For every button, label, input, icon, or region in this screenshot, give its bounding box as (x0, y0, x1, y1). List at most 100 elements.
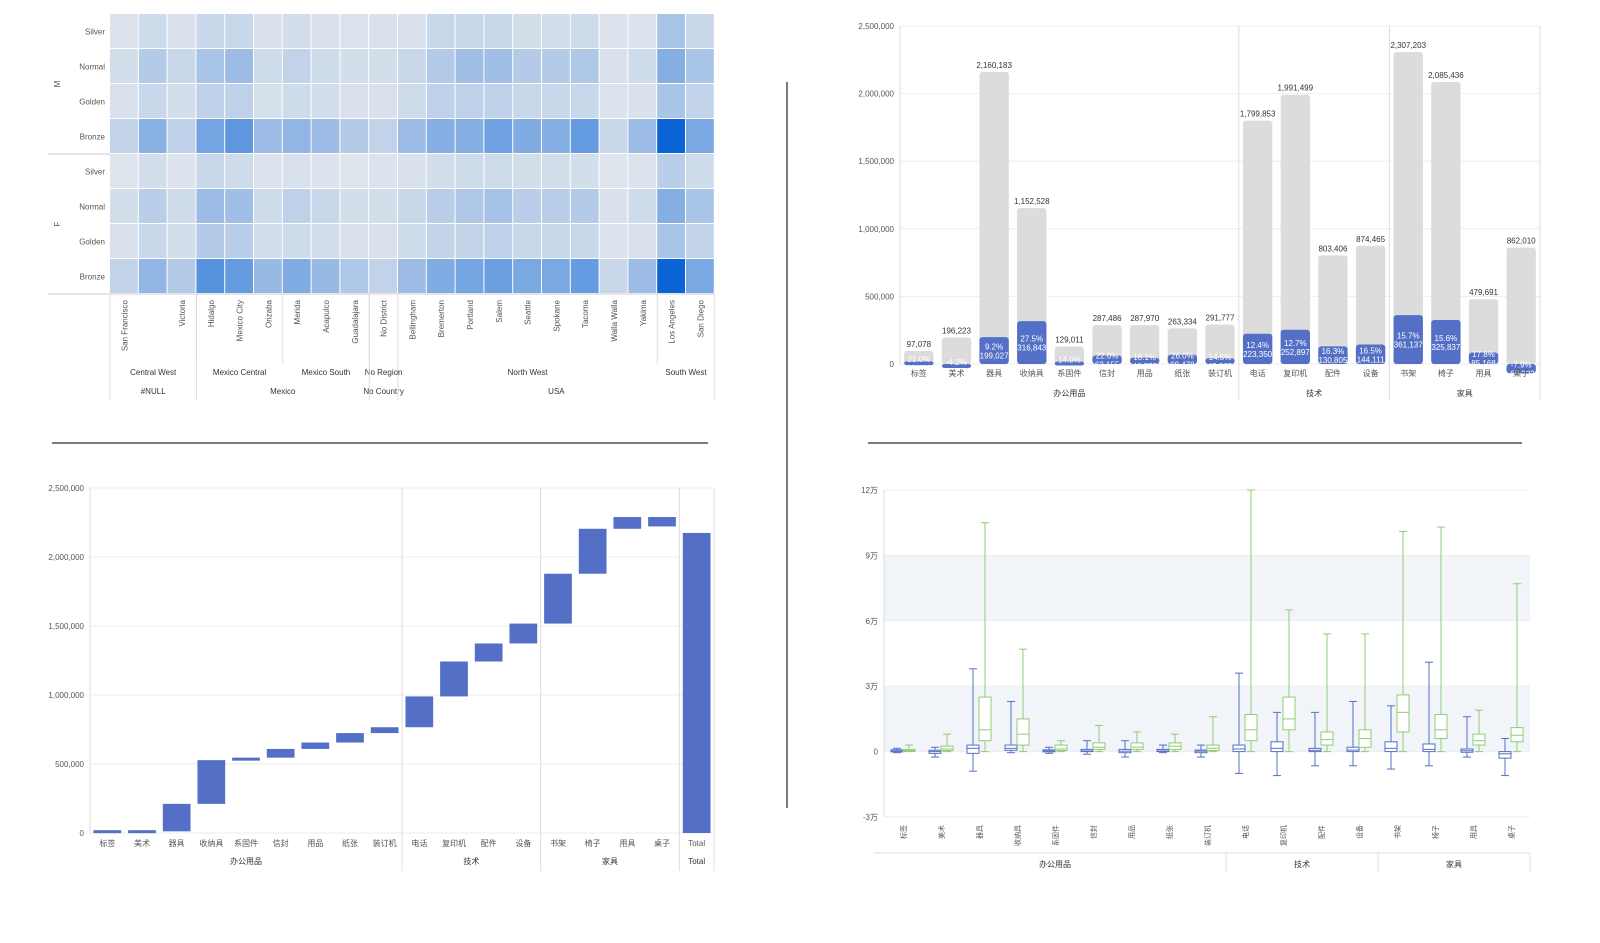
heatmap-cell (686, 119, 714, 153)
inner-pct-label: 16.1% (1133, 353, 1156, 362)
inner-value-label: 144,111 (1357, 355, 1385, 364)
column-label: Guadalajara (351, 299, 360, 343)
column-label: Bellingham (408, 300, 417, 340)
heatmap-cell (628, 189, 657, 223)
box (1510, 727, 1524, 743)
inner-pct-label: 21.0% (907, 355, 930, 364)
heatmap-cell (138, 84, 167, 118)
heatmap-cell (628, 224, 657, 258)
heatmap-cell (455, 49, 484, 83)
inner-value-label: -8,337 (945, 367, 968, 376)
total-label: 1,152,528 (1014, 197, 1050, 206)
group-label: 办公用品 (230, 856, 262, 866)
heatmap-cell (542, 49, 570, 83)
inner-bar (1506, 364, 1536, 374)
box (940, 745, 954, 752)
heatmap-cell (225, 224, 253, 258)
heatmap-cell (110, 154, 138, 188)
heatmap-cell (340, 49, 369, 83)
row-label: Normal (79, 63, 105, 72)
x-tick-label: 配件 (1325, 368, 1341, 378)
heatmap-cell (570, 259, 599, 293)
x-tick-label: 收纳具 (199, 838, 223, 848)
y-tick-label: 1,500,000 (48, 622, 84, 631)
column-label: Merida (293, 299, 302, 324)
heatmap-cell (311, 224, 340, 258)
waterfall-bar (682, 532, 711, 833)
heatmap-cell (455, 119, 484, 153)
x-tick-label: 收纳具 (1020, 368, 1044, 378)
inner-pct-label: 15.7% (1397, 332, 1420, 341)
x-tick-label: 器具 (169, 839, 185, 848)
heatmap-cell (570, 84, 599, 118)
total-label: 862,010 (1507, 236, 1536, 245)
heatmap-cell (369, 259, 397, 293)
heatmap-cell (167, 84, 196, 118)
row-label: Normal (79, 203, 105, 212)
box (1130, 742, 1144, 750)
y-tick-label: -3万 (863, 813, 878, 822)
inner-pct-label: 22.0% (1096, 352, 1119, 361)
x-tick-label: 配件 (1317, 825, 1326, 839)
heatmap-cell (138, 14, 167, 48)
row-label: Silver (85, 28, 105, 37)
total-bar (1242, 120, 1273, 364)
heatmap-cell (369, 189, 397, 223)
x-tick-label: 桌子 (1507, 825, 1516, 839)
x-tick-label: 桌子 (1513, 368, 1529, 378)
country-label: No Country (363, 387, 403, 396)
heatmap-cell (599, 154, 628, 188)
heatmap-cell (628, 259, 657, 293)
waterfall-bar (613, 517, 642, 529)
heatmap-cell (369, 84, 397, 118)
heatmap-cell (254, 49, 282, 83)
heatmap-cell (599, 84, 628, 118)
x-tick-label: 收纳具 (1013, 825, 1022, 846)
y-tick-label: 6万 (866, 617, 878, 626)
heatmap-cell (686, 14, 714, 48)
inner-value-label: 46,373 (1132, 362, 1157, 371)
heatmap-cell (686, 189, 714, 223)
inner-pct-label: 14.0% (1058, 356, 1081, 365)
y-tick-label: 1,000,000 (858, 225, 894, 234)
heatmap-cell (167, 49, 196, 83)
x-tick-label: 美术 (937, 825, 946, 839)
total-bar (1092, 325, 1122, 364)
box (978, 696, 992, 742)
group-label: 技术 (463, 856, 479, 866)
heatmap-cell (369, 14, 397, 48)
total-label: 2,160,183 (976, 61, 1012, 70)
inner-value-label: 20,430 (907, 364, 932, 373)
group-label: 家具 (602, 856, 618, 866)
heatmap-cell (513, 189, 541, 223)
heatmap-cell (455, 189, 484, 223)
box (1092, 742, 1106, 750)
heatmap-cell (196, 49, 225, 83)
stacked-bar-chart: 0 500,000 1,000,000 1,500,000 2,000,000 2,500… (858, 22, 1541, 400)
x-tick-label: 设备 (1363, 368, 1379, 378)
heatmap-cell (484, 154, 513, 188)
row-group-label: F (53, 221, 62, 226)
column-label: Victoria (178, 299, 187, 326)
heatmap-cell (570, 14, 599, 48)
x-tick-label: 电话 (1250, 368, 1266, 378)
inner-pct-label: 12.7% (1284, 339, 1307, 348)
x-tick-label: 美术 (134, 838, 150, 848)
x-tick-label: 系固件 (1051, 825, 1060, 846)
inner-pct-label: 12.4% (1246, 341, 1269, 350)
column-label: San Diego (696, 299, 705, 337)
inner-value-label: 223,350 (1243, 350, 1272, 359)
box (1016, 718, 1030, 746)
heatmap-cell (254, 154, 282, 188)
heatmap-cell (311, 119, 340, 153)
region-label: Mexico South (302, 368, 350, 377)
heatmap-cell (167, 14, 196, 48)
region-label: Central West (130, 368, 177, 377)
total-label: 287,970 (1130, 314, 1159, 323)
heatmap-cell (542, 224, 570, 258)
box (966, 744, 980, 754)
heatmap-cell (225, 189, 253, 223)
inner-pct-label: -7.9% (1511, 361, 1532, 370)
heatmap-cell (282, 84, 311, 118)
